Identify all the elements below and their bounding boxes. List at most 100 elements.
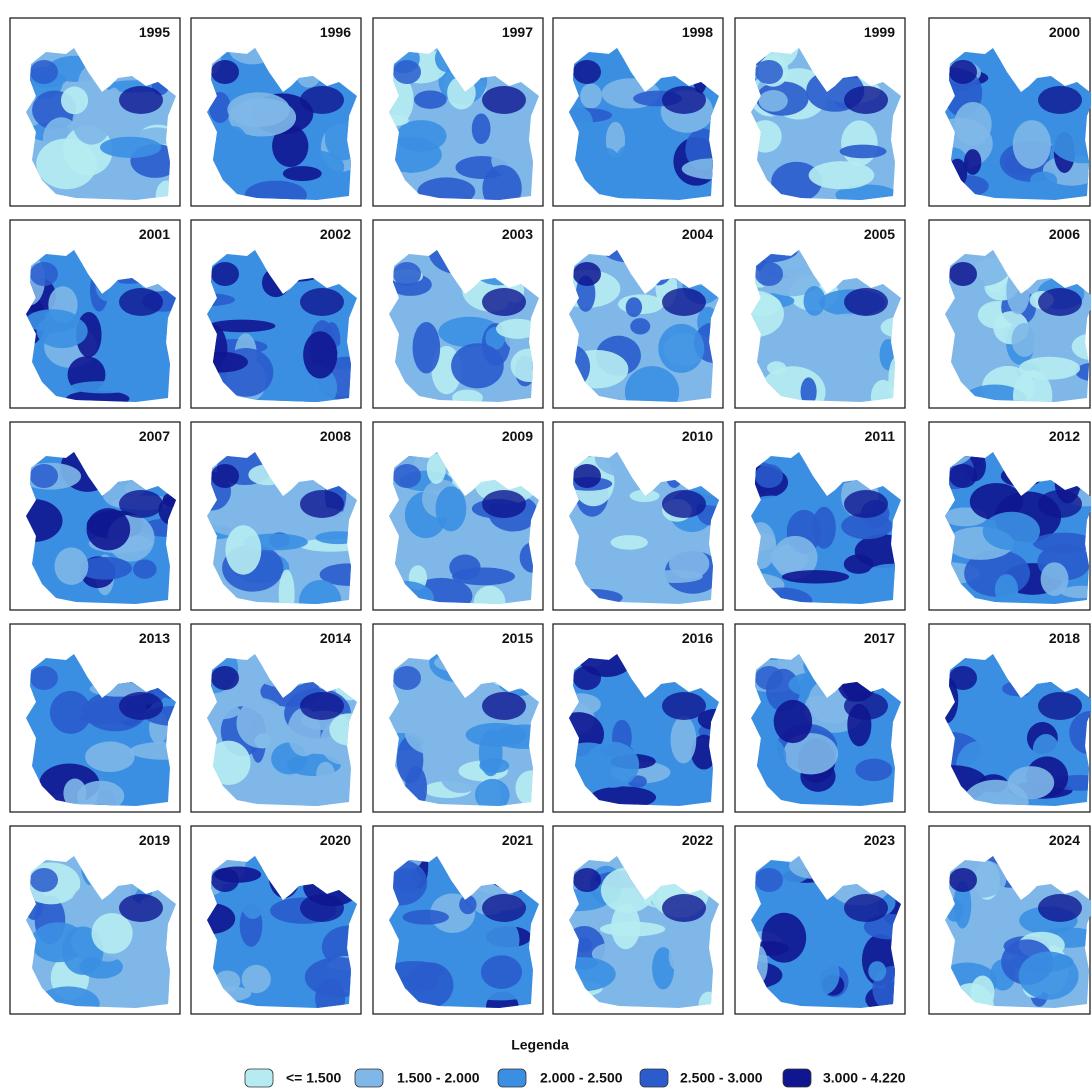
- map-zone: [1019, 952, 1079, 1000]
- map-zone: [91, 913, 132, 954]
- year-label: 2004: [682, 226, 713, 242]
- map-zone: [436, 486, 467, 531]
- map-zone: [662, 692, 706, 720]
- map-zone: [755, 464, 783, 488]
- map-panel: 1999: [729, 18, 920, 210]
- map-panel: 2013: [10, 624, 203, 828]
- map-zone: [482, 894, 526, 922]
- map-panel: 2001: [10, 220, 200, 412]
- map-grid: 1995199619971998199920002001200220032004…: [0, 0, 1091, 1088]
- map-zone: [405, 709, 463, 755]
- map-zone: [414, 90, 447, 108]
- map-zone: [451, 343, 504, 388]
- map-zone: [755, 666, 783, 690]
- legend-label: 3.000 - 4.220: [823, 1070, 906, 1086]
- map-zone: [283, 166, 322, 181]
- year-label: 2019: [139, 832, 170, 848]
- map-zone: [403, 910, 449, 925]
- map-zone: [241, 884, 265, 919]
- map-panel: 1997: [366, 18, 549, 212]
- year-label: 2000: [1049, 24, 1080, 40]
- map-zone: [472, 114, 491, 145]
- year-label: 2008: [320, 428, 351, 444]
- map-zone: [1038, 894, 1082, 922]
- map-zone: [573, 868, 601, 892]
- map-zone: [277, 376, 315, 426]
- map-zone: [1012, 323, 1038, 357]
- map-zone: [36, 138, 97, 189]
- map-zone: [30, 464, 58, 488]
- map-zone: [133, 560, 157, 579]
- year-label: 1997: [502, 24, 533, 40]
- map-panel: 2003: [373, 220, 554, 412]
- year-label: 2020: [320, 832, 351, 848]
- map-panel: 2000: [913, 18, 1091, 210]
- map-zone: [669, 549, 710, 579]
- map-zone: [626, 297, 642, 317]
- map-zone: [61, 87, 88, 115]
- map-zone: [299, 580, 341, 623]
- map-zone: [211, 262, 239, 286]
- year-label: 2001: [139, 226, 170, 242]
- map-panel: 2019: [10, 826, 186, 1022]
- map-panel: 2020: [186, 826, 376, 1018]
- map-zone: [573, 666, 601, 690]
- map-panel: 1995: [10, 18, 186, 212]
- map-zone: [611, 535, 648, 550]
- map-zone: [227, 92, 289, 127]
- map-zone: [482, 288, 526, 316]
- map-zone: [30, 60, 58, 84]
- map-zone: [614, 146, 639, 190]
- map-zone: [954, 102, 992, 146]
- legend: <= 1.5001.500 - 2.0002.000 - 2.5002.500 …: [245, 1069, 906, 1087]
- legend-swatch: [355, 1069, 383, 1087]
- map-zone: [50, 691, 91, 734]
- map-zone: [300, 86, 344, 114]
- map-zone: [819, 314, 881, 338]
- year-label: 2014: [320, 630, 351, 646]
- map-panel: 2004: [553, 220, 736, 417]
- map-panel: 2014: [185, 624, 380, 826]
- map-zone: [983, 512, 1040, 550]
- map-panel: 2024: [929, 826, 1091, 1032]
- map-zone: [447, 932, 480, 975]
- legend-label: 1.500 - 2.000: [397, 1070, 480, 1086]
- map-zone: [868, 961, 886, 981]
- map-zone: [393, 868, 421, 892]
- map-zone: [393, 666, 421, 690]
- year-label: 2006: [1049, 226, 1080, 242]
- map-zone: [1038, 692, 1082, 720]
- map-zone: [1038, 86, 1082, 114]
- year-label: 2015: [502, 630, 533, 646]
- map-panel: 2009: [373, 422, 552, 618]
- map-zone: [812, 507, 836, 549]
- map-panel: 1996: [189, 18, 372, 210]
- year-label: 1996: [320, 24, 351, 40]
- map-zone: [995, 574, 1018, 605]
- map-zone: [481, 955, 522, 989]
- map-zone: [573, 464, 601, 488]
- year-label: 1995: [139, 24, 170, 40]
- map-zone: [119, 490, 163, 518]
- map-zone: [949, 60, 977, 84]
- map-zone: [30, 868, 58, 892]
- map-zone: [279, 569, 295, 618]
- map-zone: [1041, 562, 1069, 596]
- year-label: 2017: [864, 630, 895, 646]
- map-zone: [211, 868, 239, 892]
- legend-label: 2.000 - 2.500: [540, 1070, 623, 1086]
- map-zone: [85, 742, 135, 772]
- map-zone: [236, 698, 286, 748]
- map-panel: 2007: [4, 422, 200, 614]
- map-zone: [755, 868, 783, 892]
- map-zone: [482, 692, 526, 720]
- map-panel: 2012: [915, 422, 1091, 614]
- map-zone: [302, 780, 327, 826]
- year-label: 2021: [502, 832, 533, 848]
- map-zone: [584, 536, 606, 584]
- map-zone: [964, 149, 981, 175]
- map-zone: [1038, 490, 1082, 518]
- map-zone: [300, 692, 344, 720]
- legend-swatch: [498, 1069, 526, 1087]
